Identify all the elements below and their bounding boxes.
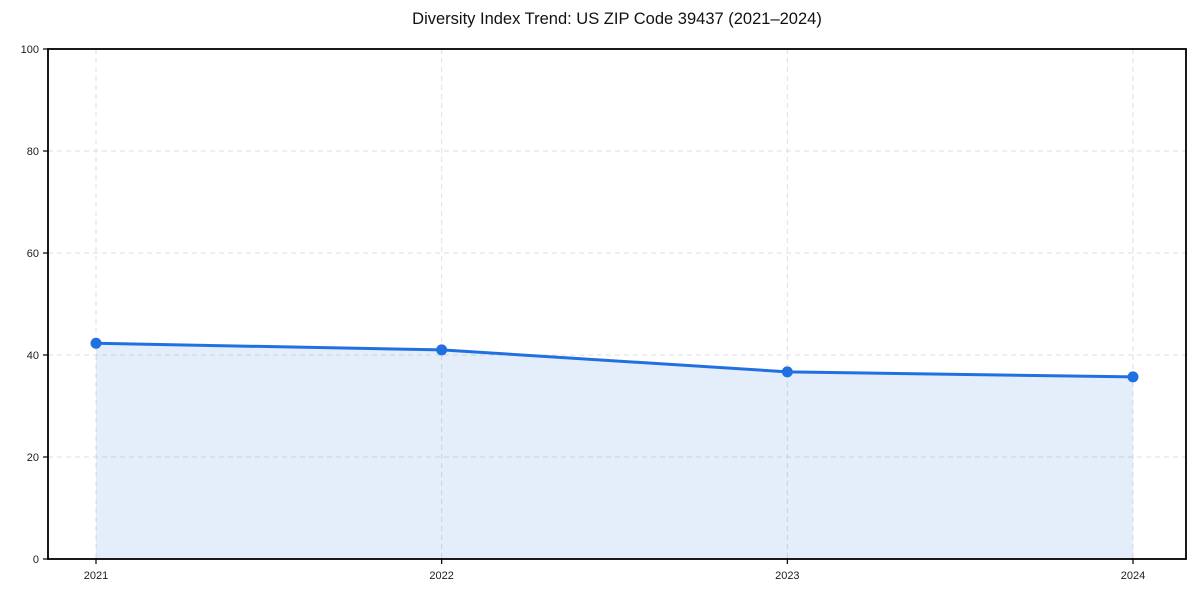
plot-frame bbox=[47, 48, 1187, 560]
data-point-2024 bbox=[1127, 371, 1139, 383]
ytick-label-20: 20 bbox=[27, 452, 39, 464]
ytick-label-60: 60 bbox=[27, 248, 39, 260]
ytick-label-80: 80 bbox=[27, 146, 39, 158]
chart-title: Diversity Index Trend: US ZIP Code 39437… bbox=[412, 10, 822, 28]
xtick-label-2022: 2022 bbox=[429, 570, 453, 582]
ytick-label-40: 40 bbox=[27, 350, 39, 362]
ytick-label-0: 0 bbox=[33, 554, 39, 566]
data-point-2021 bbox=[90, 337, 102, 349]
data-point-2022 bbox=[436, 344, 448, 356]
xtick-label-2023: 2023 bbox=[775, 570, 799, 582]
trend-line bbox=[94, 341, 1135, 379]
xtick-label-2024: 2024 bbox=[1121, 570, 1145, 582]
area-fill bbox=[96, 343, 1133, 559]
xtick-label-2021: 2021 bbox=[84, 570, 108, 582]
data-point-2023 bbox=[781, 366, 793, 378]
ytick-label-100: 100 bbox=[21, 44, 39, 56]
